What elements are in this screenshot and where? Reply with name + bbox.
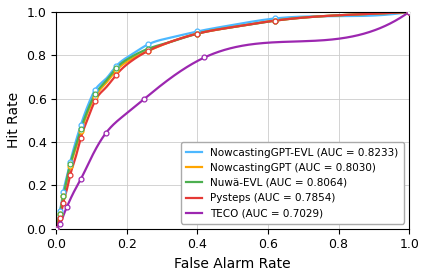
TECO (AUC = 0.7029) [54,227,59,230]
NowcastingGPT-EVL (AUC = 0.8233) [221,25,226,28]
NowcastingGPT (AUC = 0.8030) [223,26,228,30]
NowcastingGPT-EVL (AUC = 0.8233) [406,10,412,14]
Pysteps (AUC = 0.7854) [54,227,59,230]
TECO (AUC = 0.7029) [221,48,226,52]
Y-axis label: Hit Rate: Hit Rate [7,92,21,148]
TECO (AUC = 0.7029) [406,10,412,14]
Pysteps (AUC = 0.7854) [221,27,226,30]
Nuwä-EVL (AUC = 0.8064) [245,23,250,26]
NowcastingGPT (AUC = 0.8030) [398,11,403,14]
NowcastingGPT-EVL (AUC = 0.8233) [264,18,269,21]
Pysteps (AUC = 0.7854) [245,23,250,26]
Pysteps (AUC = 0.7854) [223,26,228,30]
Line: Nuwä-EVL (AUC = 0.8064): Nuwä-EVL (AUC = 0.8064) [56,12,409,229]
Nuwä-EVL (AUC = 0.8064) [398,11,403,14]
Line: NowcastingGPT-EVL (AUC = 0.8233): NowcastingGPT-EVL (AUC = 0.8233) [56,12,409,229]
Line: NowcastingGPT (AUC = 0.8030): NowcastingGPT (AUC = 0.8030) [56,12,409,229]
TECO (AUC = 0.7029) [223,48,228,51]
Nuwä-EVL (AUC = 0.8064) [223,26,228,30]
Nuwä-EVL (AUC = 0.8064) [54,227,59,230]
NowcastingGPT (AUC = 0.8030) [221,27,226,30]
TECO (AUC = 0.7029) [264,41,269,44]
Pysteps (AUC = 0.7854) [264,20,269,24]
Pysteps (AUC = 0.7854) [398,11,403,14]
NowcastingGPT (AUC = 0.8030) [343,13,348,17]
NowcastingGPT (AUC = 0.8030) [264,20,269,24]
Nuwä-EVL (AUC = 0.8064) [221,27,226,30]
Line: Pysteps (AUC = 0.7854): Pysteps (AUC = 0.7854) [56,12,409,229]
NowcastingGPT-EVL (AUC = 0.8233) [223,24,228,28]
Legend: NowcastingGPT-EVL (AUC = 0.8233), NowcastingGPT (AUC = 0.8030), Nuwä-EVL (AUC = : NowcastingGPT-EVL (AUC = 0.8233), Nowcas… [181,142,404,224]
NowcastingGPT-EVL (AUC = 0.8233) [245,21,250,24]
NowcastingGPT (AUC = 0.8030) [406,10,412,14]
NowcastingGPT (AUC = 0.8030) [54,227,59,230]
Line: TECO (AUC = 0.7029): TECO (AUC = 0.7029) [56,12,409,229]
NowcastingGPT-EVL (AUC = 0.8233) [343,14,348,18]
NowcastingGPT (AUC = 0.8030) [245,23,250,26]
TECO (AUC = 0.7029) [343,36,348,39]
TECO (AUC = 0.7029) [245,43,250,47]
NowcastingGPT-EVL (AUC = 0.8233) [54,227,59,230]
X-axis label: False Alarm Rate: False Alarm Rate [174,257,291,271]
Nuwä-EVL (AUC = 0.8064) [264,20,269,24]
Nuwä-EVL (AUC = 0.8064) [343,13,348,17]
NowcastingGPT-EVL (AUC = 0.8233) [398,11,403,15]
TECO (AUC = 0.7029) [398,16,403,19]
Pysteps (AUC = 0.7854) [343,13,348,17]
Pysteps (AUC = 0.7854) [406,10,412,14]
Nuwä-EVL (AUC = 0.8064) [406,10,412,14]
